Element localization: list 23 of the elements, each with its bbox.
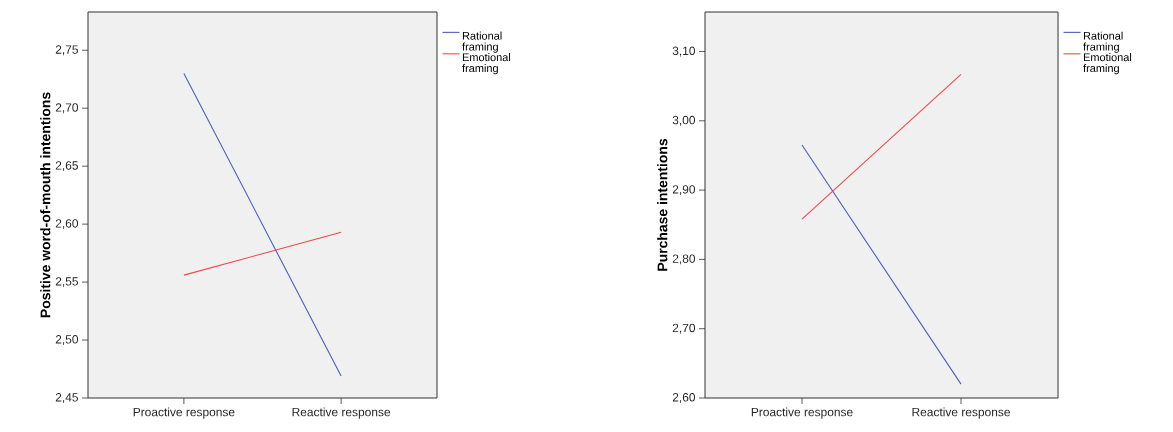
x-tick-label: Reactive response (292, 407, 391, 419)
y-tick-label: 2,50 (55, 335, 79, 345)
y-axis-title: Purchase intentions (657, 138, 668, 271)
legend-label: Emotional framing (1083, 53, 1132, 75)
y-tick-label: 2,60 (672, 393, 696, 403)
y-tick-label: 2,45 (55, 393, 78, 403)
y-tick-label: 2,70 (672, 323, 696, 334)
y-axis-title: Positive word-of-mouth intentions (40, 92, 51, 318)
y-tick-label: 2,75 (55, 45, 78, 56)
y-tick-label: 2,55 (55, 277, 78, 288)
y-tick-label: 2,60 (55, 219, 79, 230)
legend-label: Rational framing (462, 31, 502, 53)
y-tick-label: 2,90 (672, 185, 696, 196)
y-tick-label: 2,65 (55, 161, 78, 172)
y-tick-label: 2,80 (672, 254, 696, 265)
legend-label: Emotional framing (462, 53, 511, 75)
x-tick-label: Reactive response (912, 407, 1010, 419)
y-tick-label: 3,00 (672, 115, 696, 126)
y-tick-label: 2,70 (55, 103, 79, 114)
x-tick-label: Proactive response (133, 407, 235, 419)
x-tick-label: Proactive response (751, 407, 853, 419)
legend-label: Rational framing (1083, 31, 1123, 53)
y-tick-label: 3,10 (672, 46, 696, 57)
